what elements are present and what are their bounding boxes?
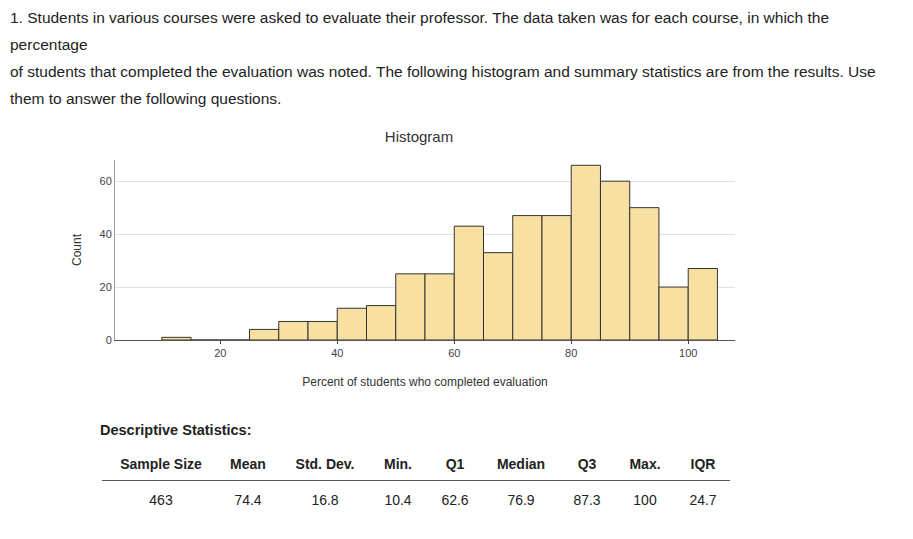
html-text:Median: Median: [496, 456, 546, 472]
svg-text:40: 40: [331, 347, 343, 359]
svg-text:20: 20: [214, 347, 226, 359]
svg-text:20: 20: [100, 281, 112, 293]
svg-text:40: 40: [100, 228, 112, 240]
html-text:100: 100: [633, 492, 657, 508]
html-text:24.7: 24.7: [689, 492, 717, 508]
svg-text:80: 80: [565, 347, 577, 359]
html-text:Q3: Q3: [577, 456, 597, 472]
html-text:62.6: 62.6: [441, 492, 469, 508]
html-text:87.3: 87.3: [573, 492, 601, 508]
html-text:Max.: Max.: [629, 456, 661, 472]
html-text:Std. Dev.: Std. Dev.: [295, 456, 355, 472]
html-text:1. Students in various courses: 1. Students in various courses were aske…: [10, 9, 830, 53]
html-text:16.8: 16.8: [311, 492, 339, 508]
svg-text:Histogram: Histogram: [385, 128, 453, 145]
html-text:74.4: 74.4: [234, 492, 262, 508]
html-text:Min.: Min.: [384, 456, 412, 472]
svg-text:0: 0: [106, 334, 112, 346]
svg-text:60: 60: [448, 347, 460, 359]
svg-text:60: 60: [100, 175, 112, 187]
html-text:of students that completed the: of students that completed the evaluatio…: [10, 63, 876, 80]
html-text:10.4: 10.4: [384, 492, 412, 508]
html-text:Sample Size: Sample Size: [120, 456, 202, 472]
svg-text:Percent of students who comple: Percent of students who completed evalua…: [302, 375, 547, 389]
html-text:463: 463: [149, 492, 173, 508]
svg-text:Count: Count: [70, 233, 84, 266]
html-text:Mean: Mean: [230, 456, 266, 472]
html-text:IQR: IQR: [690, 456, 716, 472]
html-text:76.9: 76.9: [507, 492, 535, 508]
html-text:them to answer the following q: them to answer the following questions.: [10, 90, 282, 107]
html-text:Descriptive Statistics:: Descriptive Statistics:: [100, 422, 252, 438]
html-text:Q1: Q1: [445, 456, 465, 472]
svg-text:100: 100: [679, 347, 697, 359]
